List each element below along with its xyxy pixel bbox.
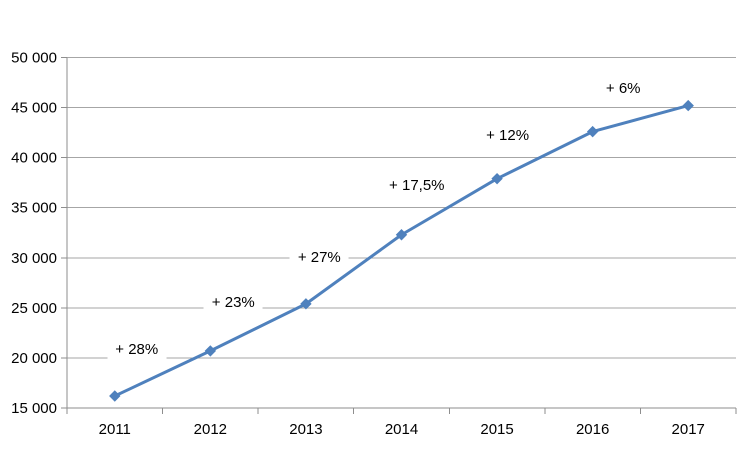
data-point-marker bbox=[682, 99, 694, 112]
x-axis-tick-label: 2014 bbox=[385, 421, 418, 438]
growth-annotation: + 6% bbox=[597, 78, 649, 99]
y-axis-tick-label: 50 000 bbox=[11, 50, 57, 67]
growth-annotation: + 28% bbox=[107, 339, 167, 361]
data-point-marker bbox=[491, 172, 503, 185]
data-point-marker bbox=[300, 298, 312, 310]
y-axis-tick-label: 40 000 bbox=[11, 150, 57, 167]
growth-annotation: + 23% bbox=[203, 292, 263, 314]
x-axis-tick-label: 2012 bbox=[194, 421, 227, 438]
y-axis-tick-label: 15 000 bbox=[11, 400, 57, 417]
data-point-marker bbox=[204, 345, 217, 357]
growth-annotation: + 17,5% bbox=[381, 175, 453, 196]
y-axis-tick-label: 30 000 bbox=[11, 250, 57, 267]
x-axis-tick-label: 2017 bbox=[672, 421, 705, 438]
data-series-line bbox=[114, 104, 689, 398]
x-axis-tick-label: 2016 bbox=[576, 421, 609, 438]
x-axis-tick-label: 2013 bbox=[289, 421, 322, 438]
growth-annotation: + 12% bbox=[478, 125, 538, 146]
y-axis-tick-label: 35 000 bbox=[11, 200, 57, 217]
x-axis-tick-label: 2015 bbox=[480, 421, 513, 438]
data-point-marker bbox=[109, 390, 121, 402]
y-axis-tick-label: 20 000 bbox=[11, 350, 57, 367]
growth-annotation: + 27% bbox=[289, 247, 349, 269]
data-point-marker bbox=[586, 125, 599, 138]
y-axis-tick-label: 45 000 bbox=[11, 100, 57, 117]
y-axis-tick-label: 25 000 bbox=[11, 300, 57, 317]
data-point-marker bbox=[395, 229, 408, 241]
x-axis-tick-label: 2011 bbox=[99, 421, 131, 438]
